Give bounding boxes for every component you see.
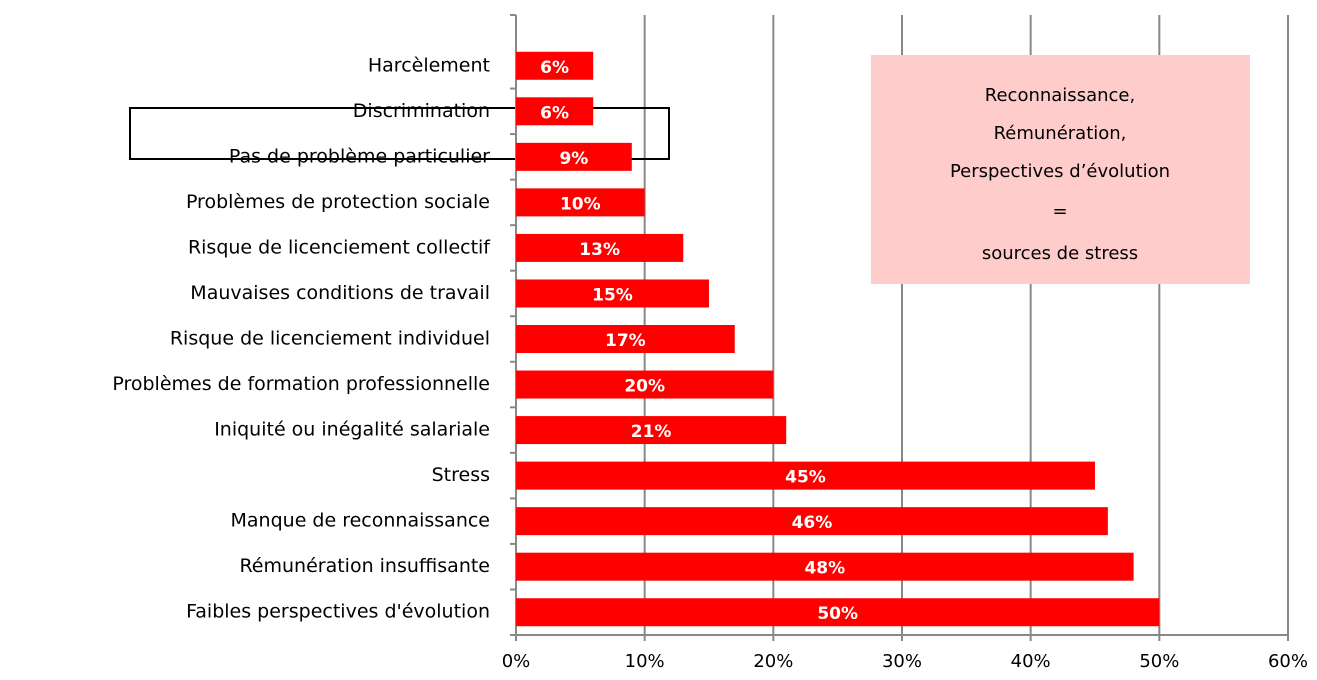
x-tick-label: 30% — [882, 651, 922, 672]
value-label: 20% — [624, 377, 665, 397]
x-tick-label: 0% — [502, 651, 531, 672]
annotation-line: Reconnaissance, — [985, 85, 1135, 106]
y-tick-label: Pas de problème particulier — [229, 145, 490, 167]
value-label: 6% — [540, 58, 569, 78]
annotation-line: Perspectives d’évolution — [950, 161, 1170, 182]
annotation-line: Rémunération, — [994, 123, 1127, 144]
highlight-box — [129, 107, 670, 160]
value-label: 17% — [605, 331, 646, 351]
value-label: 48% — [804, 559, 845, 579]
x-tick-label: 20% — [753, 651, 793, 672]
y-tick-label: Problèmes de protection sociale — [186, 191, 490, 213]
value-label: 15% — [592, 285, 633, 305]
bar — [516, 325, 735, 353]
bar — [516, 279, 709, 308]
bar — [516, 416, 787, 445]
x-tick-label: 10% — [625, 651, 665, 672]
bar — [516, 598, 1160, 627]
y-tick-label: Rémunération insuffisante — [239, 555, 490, 577]
y-tick-label: Faibles perspectives d'évolution — [186, 601, 490, 623]
x-tick-label: 60% — [1268, 651, 1308, 672]
annotation-line: sources de stress — [982, 243, 1138, 264]
y-tick-label: Stress — [432, 464, 490, 486]
bar — [516, 507, 1108, 536]
y-tick-label: Risque de licenciement individuel — [170, 328, 490, 350]
bar — [516, 51, 594, 80]
y-tick-label: Manque de reconnaissance — [231, 510, 490, 532]
y-tick-label: Risque de licenciement collectif — [188, 236, 491, 258]
y-tick-label: Discrimination — [353, 100, 490, 122]
bar — [516, 142, 632, 171]
bar — [516, 233, 684, 262]
bar — [516, 461, 1095, 490]
value-label: 10% — [560, 194, 601, 214]
value-label: 6% — [540, 103, 569, 123]
bar — [516, 188, 645, 217]
y-tick-label: Problèmes de formation professionnelle — [112, 373, 490, 395]
value-label: 21% — [631, 422, 672, 442]
bar — [516, 97, 594, 126]
x-tick-label: 50% — [1139, 651, 1179, 672]
value-label: 50% — [817, 604, 858, 624]
value-label: 9% — [559, 149, 588, 169]
bar — [516, 370, 774, 399]
y-tick-label: Mauvaises conditions de travail — [190, 282, 490, 304]
value-label: 13% — [579, 240, 620, 260]
value-label: 45% — [785, 468, 826, 488]
x-tick-label: 40% — [1011, 651, 1051, 672]
annotation-box — [871, 55, 1250, 284]
bar — [516, 552, 1134, 581]
y-tick-label: Harcèlement — [368, 54, 490, 76]
value-label: 46% — [792, 513, 833, 533]
y-tick-label: Iniquité ou inégalité salariale — [214, 419, 490, 441]
annotation-line: = — [1052, 201, 1067, 222]
